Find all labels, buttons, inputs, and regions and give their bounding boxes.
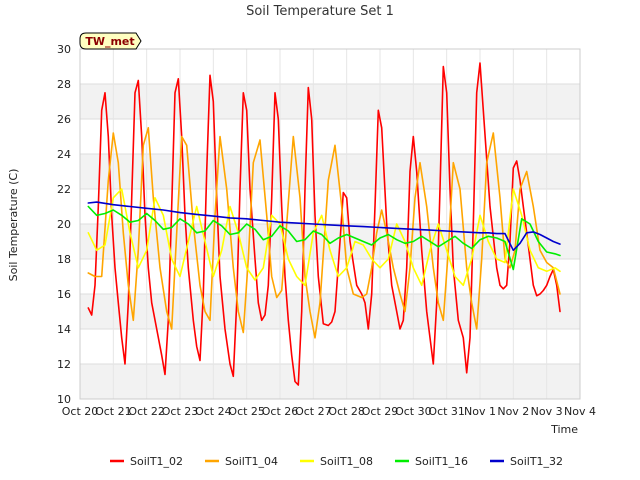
legend-label: SoilT1_08 <box>320 455 373 468</box>
plot-border <box>79 48 581 400</box>
y-tick-label: 12 <box>57 358 71 371</box>
legend-label: SoilT1_32 <box>510 455 563 468</box>
x-tick-label: Oct 21 <box>95 405 132 418</box>
x-tick-label: Oct 20 <box>62 405 99 418</box>
badge-label: TW_met <box>85 35 134 48</box>
x-tick-label: Nov 4 <box>564 405 596 418</box>
y-tick-labels: 10 12 14 16 18 20 22 24 26 28 30 <box>57 43 71 406</box>
band-12 <box>80 329 580 364</box>
legend-label: SoilT1_02 <box>130 455 183 468</box>
x-tick-label: Oct 28 <box>328 405 365 418</box>
band-10 <box>80 364 580 399</box>
series-line-soilt1_16 <box>87 205 561 271</box>
y-tick-label: 20 <box>57 218 71 231</box>
band-26 <box>80 84 580 119</box>
y-tick-label: 18 <box>57 253 71 266</box>
x-tick-label: Nov 2 <box>497 405 529 418</box>
y-tick-label: 24 <box>57 148 71 161</box>
series-group <box>87 62 561 386</box>
series-line-soilt1_32 <box>87 201 561 252</box>
x-tick-label: Oct 26 <box>262 405 299 418</box>
series-line-soilt1_08 <box>87 188 561 287</box>
band-24 <box>80 119 580 154</box>
legend: SoilT1_02 SoilT1_04 SoilT1_08 SoilT1_16 Soil… <box>110 455 563 468</box>
x-tick-label: Nov 1 <box>464 405 496 418</box>
x-tick-label: Nov 3 <box>531 405 563 418</box>
y-tick-label: 22 <box>57 183 71 196</box>
y-tick-label: 14 <box>57 323 71 336</box>
y-tick-label: 16 <box>57 288 71 301</box>
legend-label: SoilT1_16 <box>415 455 468 468</box>
chart-title: Soil Temperature Set 1 <box>246 4 394 19</box>
y-tick-label: 28 <box>57 78 71 91</box>
x-tick-label: Oct 24 <box>195 405 232 418</box>
x-tick-label: Oct 27 <box>295 405 332 418</box>
band-28 <box>80 49 580 84</box>
y-tick-label: 26 <box>57 113 71 126</box>
series-line-soilt1_02 <box>87 62 561 386</box>
legend-label: SoilT1_04 <box>225 455 278 468</box>
tw-met-badge: TW_met <box>79 32 142 50</box>
x-tick-label: Oct 25 <box>228 405 265 418</box>
x-axis-label: Time <box>550 423 578 436</box>
x-tick-label: Oct 23 <box>162 405 199 418</box>
x-tick-label: Oct 22 <box>128 405 165 418</box>
series-line-soilt1_04 <box>87 127 561 339</box>
x-tick-label: Oct 30 <box>395 405 432 418</box>
band-16 <box>80 259 580 294</box>
y-axis-label: Soil Temperature (C) <box>7 169 20 282</box>
y-tick-label: 10 <box>57 393 71 406</box>
x-tick-label: Oct 29 <box>362 405 399 418</box>
x-tick-label: Oct 31 <box>428 405 465 418</box>
y-tick-label: 30 <box>57 43 71 56</box>
